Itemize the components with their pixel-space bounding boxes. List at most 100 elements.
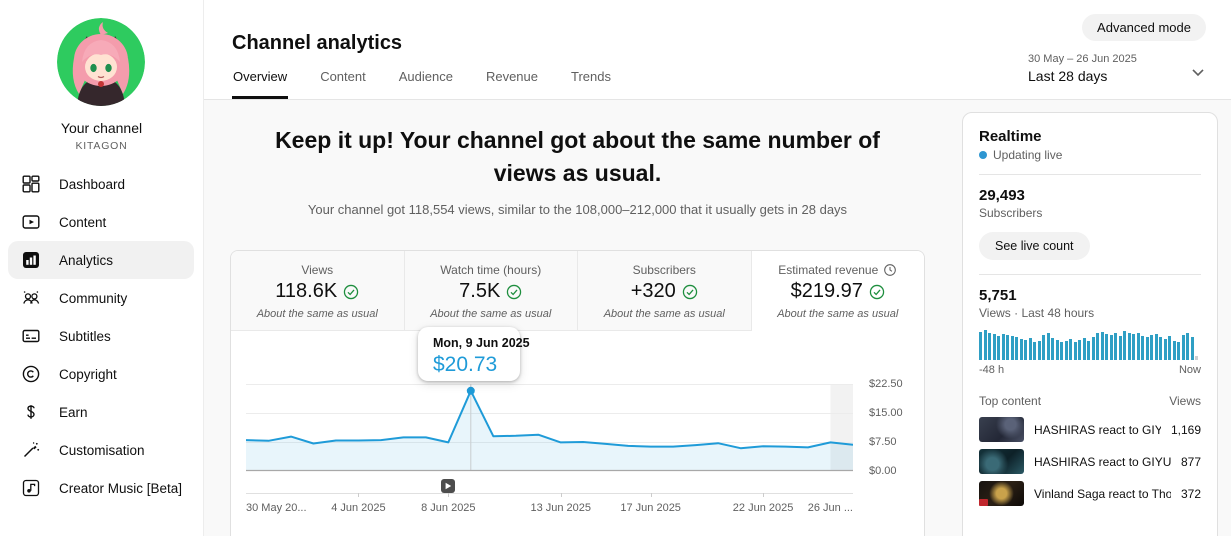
revenue-line-chart[interactable] xyxy=(246,384,853,472)
metric-card-views[interactable]: Views 118.6K About the same as usual xyxy=(231,251,405,331)
realtime-bar xyxy=(1055,340,1059,360)
realtime-subscribers-label: Subscribers xyxy=(979,206,1043,220)
video-thumbnail xyxy=(979,417,1024,442)
analytics-tabs: Overview Content Audience Revenue Trends xyxy=(232,69,612,99)
realtime-bar xyxy=(1132,334,1135,360)
video-title: HASHIRAS react to GIYU... xyxy=(1034,422,1161,437)
metric-status: About the same as usual xyxy=(603,308,725,320)
top-content-header: Top content Views xyxy=(979,394,1201,408)
sidebar-item-earn[interactable]: Earn xyxy=(8,393,194,431)
realtime-bar xyxy=(988,333,991,360)
sidebar-item-analytics[interactable]: Analytics xyxy=(8,241,194,279)
realtime-bar xyxy=(1006,335,1009,360)
realtime-views-label: Views · Last 48 hours xyxy=(979,306,1095,320)
date-range-text: 30 May – 26 Jun 2025 xyxy=(1028,53,1137,65)
metric-cards: Views 118.6K About the same as usual Watch … xyxy=(231,251,924,331)
metric-card-subscribers[interactable]: Subscribers +320 About the same as usual xyxy=(578,251,752,331)
video-views: 877 xyxy=(1180,454,1201,469)
metric-status: About the same as usual xyxy=(430,308,552,320)
realtime-bar xyxy=(1087,341,1090,360)
realtime-bar xyxy=(1069,339,1072,360)
realtime-bar xyxy=(992,334,996,360)
x-axis-tick xyxy=(560,493,562,497)
metric-label: Estimated revenue xyxy=(778,263,879,277)
realtime-bar xyxy=(1046,333,1050,360)
realtime-bars-chart[interactable] xyxy=(979,330,1201,360)
video-publish-marker[interactable] xyxy=(441,479,455,493)
video-title: HASHIRAS react to GIYUU ... xyxy=(1034,454,1171,469)
realtime-bars-axis: -48 h Now xyxy=(979,364,1201,376)
chevron-down-icon[interactable] xyxy=(1188,62,1208,87)
realtime-bar xyxy=(1150,335,1153,360)
tab-overview[interactable]: Overview xyxy=(232,69,289,99)
y-axis-label: $22.50 xyxy=(869,378,903,390)
metric-label: Views xyxy=(301,263,334,277)
views-column-label: Views xyxy=(1169,394,1201,408)
realtime-bar xyxy=(1172,341,1176,360)
tab-content[interactable]: Content xyxy=(320,69,366,84)
top-content-row[interactable]: HASHIRAS react to GIYUU ... 877 xyxy=(979,449,1201,474)
sidebar-item-customisation[interactable]: Customisation xyxy=(8,431,194,469)
realtime-bar xyxy=(1024,340,1027,360)
tab-revenue[interactable]: Revenue xyxy=(485,69,538,84)
realtime-bar xyxy=(1010,336,1014,360)
sidebar-nav: Dashboard Content Analytics Community Subtit… xyxy=(0,165,202,507)
top-content-row[interactable]: HASHIRAS react to GIYU... 1,169 xyxy=(979,417,1201,442)
metric-card-estimated-revenue[interactable]: Estimated revenue $219.97 About the same a… xyxy=(751,251,924,331)
advanced-mode-button[interactable]: Advanced mode xyxy=(1082,14,1206,41)
realtime-live-status: Updating live xyxy=(979,148,1201,162)
x-axis-label: 30 May 20... xyxy=(246,502,307,514)
green-check-icon xyxy=(344,284,359,299)
tab-audience[interactable]: Audience xyxy=(398,69,453,84)
sidebar-item-content[interactable]: Content xyxy=(8,203,194,241)
realtime-bar xyxy=(1127,333,1131,360)
sidebar-item-label: Dashboard xyxy=(59,176,126,192)
sidebar-item-community[interactable]: Community xyxy=(8,279,194,317)
y-axis-label: $0.00 xyxy=(869,465,897,477)
metric-card-watch-time-hours[interactable]: Watch time (hours) 7.5K About the same as … xyxy=(404,251,578,331)
realtime-bar xyxy=(979,332,982,360)
x-axis-label: 22 Jun 2025 xyxy=(732,502,794,514)
y-axis-label: $7.50 xyxy=(869,436,897,448)
metric-value: +320 xyxy=(630,280,676,302)
summary-headline: Keep it up! Your channel got about the s… xyxy=(275,127,880,186)
x-axis-label: 13 Jun 2025 xyxy=(530,502,592,514)
realtime-bar xyxy=(1064,341,1068,360)
realtime-bar xyxy=(1091,337,1095,360)
top-content-row[interactable]: Vinland Saga react to Thor... 372 xyxy=(979,481,1201,506)
see-live-count-button[interactable]: See live count xyxy=(979,232,1090,260)
sidebar-item-copyright[interactable]: Copyright xyxy=(8,355,194,393)
green-check-icon xyxy=(507,284,522,299)
realtime-bar xyxy=(1082,338,1086,360)
date-range-selector[interactable]: 30 May – 26 Jun 2025 Last 28 days xyxy=(1028,53,1137,84)
sidebar-item-subtitles[interactable]: Subtitles xyxy=(8,317,194,355)
channel-handle: KITAGON xyxy=(75,140,128,152)
realtime-bar xyxy=(1190,337,1194,360)
realtime-bar xyxy=(1096,333,1099,360)
top-content-label: Top content xyxy=(979,394,1042,408)
video-thumbnail xyxy=(979,449,1024,474)
sidebar-item-dashboard[interactable]: Dashboard xyxy=(8,165,194,203)
realtime-bar xyxy=(1019,339,1023,360)
realtime-bar xyxy=(1028,338,1032,360)
sidebar-item-label: Analytics xyxy=(59,252,114,268)
tooltip-date: Mon, 9 Jun 2025 xyxy=(433,336,530,350)
realtime-bar xyxy=(1037,341,1041,360)
sidebar-item-creator-music-beta[interactable]: Creator Music [Beta] xyxy=(8,469,194,507)
community-icon xyxy=(22,289,40,307)
realtime-bar xyxy=(983,330,987,360)
realtime-bar xyxy=(1001,334,1005,360)
realtime-bar xyxy=(1177,342,1180,360)
sidebar-item-label: Subtitles xyxy=(59,328,111,344)
realtime-bar xyxy=(1109,335,1113,360)
sidebar-item-label: Copyright xyxy=(59,366,117,382)
realtime-subscribers-count: 29,493 xyxy=(979,187,1025,204)
channel-avatar[interactable] xyxy=(57,18,145,106)
sidebar-item-label: Earn xyxy=(59,404,88,420)
x-axis-label: 4 Jun 2025 xyxy=(331,502,386,514)
tab-trends[interactable]: Trends xyxy=(571,69,611,84)
earn-icon xyxy=(22,403,40,421)
metric-value: 7.5K xyxy=(459,280,501,302)
date-preset-text: Last 28 days xyxy=(1028,68,1108,84)
